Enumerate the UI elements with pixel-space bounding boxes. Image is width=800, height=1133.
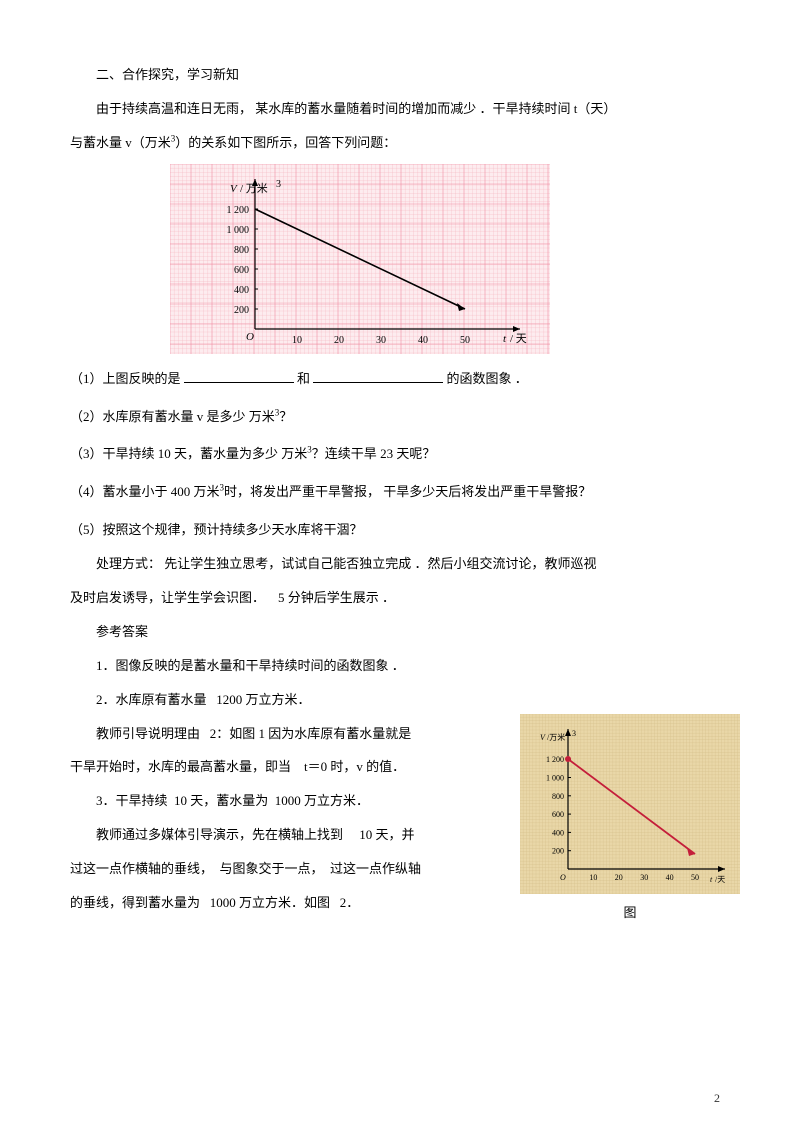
q3: （3）干旱持续 10 天，蓄水量为多少 万米3？连续干旱 23 天呢？ [70, 439, 730, 469]
q5: （5）按照这个规律，预计持续多少天水库将干涸？ [70, 515, 730, 545]
a3-explain3: 的垂线，得到蓄水量为 1000 万立方米．如图 2． [70, 888, 510, 918]
q2-c: ？ [279, 409, 292, 424]
q1-blank1[interactable] [184, 370, 294, 383]
q4-a: （4）蓄水量小于 [70, 484, 168, 499]
svg-text:400: 400 [234, 285, 249, 296]
a3-c: 1000 万立方米． [275, 793, 369, 808]
svg-text:3: 3 [276, 179, 281, 190]
q4: （4）蓄水量小于 400 万米3时，将发出严重干旱警报， 干旱多少天后将发出严重… [70, 477, 730, 507]
svg-text:800: 800 [552, 792, 564, 801]
intro-t: t（天） [574, 101, 617, 116]
q1: （1）上图反映的是 和 的函数图象 ． [70, 364, 730, 394]
svg-text:20: 20 [615, 873, 623, 882]
method-b: 及时启发诱导，让学生学会识图． [70, 590, 265, 605]
q2-b: v 是多少 万米 [197, 409, 275, 424]
svg-text:/ 天: / 天 [510, 333, 527, 345]
a2e-a: 教师引导说明理由 [96, 726, 200, 741]
svg-text:O: O [246, 331, 254, 343]
section-title: 二、合作探究，学习新知 [70, 60, 730, 90]
svg-text:10: 10 [292, 335, 302, 346]
q4-d: 干旱多少天后将发出严重干旱警报？ [383, 484, 591, 499]
a3e-h: 2． [340, 895, 360, 910]
svg-text:50: 50 [691, 873, 699, 882]
svg-text:1 000: 1 000 [546, 774, 564, 783]
svg-text:/天: /天 [715, 875, 725, 884]
a3e-e: 过这一点作纵轴 [330, 861, 421, 876]
svg-text:O: O [560, 873, 566, 882]
intro-v: v（万米 [125, 135, 171, 150]
q1-mid: 和 [297, 371, 310, 386]
a2-explain1: 教师引导说明理由 2：如图 1 因为水库原有蓄水量就是 [70, 719, 510, 749]
method: 处理方式： 先让学生独立思考，试试自己能否独立完成 ．然后小组交流讨论，教师巡视 [70, 549, 730, 579]
intro-para: 由于持续高温和连日无雨， 某水库的蓄水量随着时间的增加而减少 ．干旱持续时间 t… [70, 94, 730, 124]
svg-text:30: 30 [376, 335, 386, 346]
svg-text:10: 10 [589, 873, 597, 882]
a3e-c: 过这一点作横轴的垂线， [70, 861, 213, 876]
q1-blank2[interactable] [313, 370, 443, 383]
svg-text:200: 200 [552, 847, 564, 856]
q3-c: 万米 [281, 446, 307, 461]
chart-reservoir-side: 2004006008001 0001 200 1020304050 O V /万… [520, 714, 740, 909]
a2-explain2: 干旱开始时，水库的最高蓄水量，即当 t＝0 时，v 的值． [70, 752, 510, 782]
svg-text:/万米: /万米 [547, 732, 565, 742]
svg-text:40: 40 [666, 873, 674, 882]
svg-text:1 200: 1 200 [227, 205, 250, 216]
method2: 及时启发诱导，让学生学会识图． 5 分钟后学生展示 ． [70, 583, 730, 613]
svg-text:600: 600 [552, 810, 564, 819]
method-a: 处理方式： 先让学生独立思考，试试自己能否独立完成 ．然后小组交流讨论，教师巡视 [96, 556, 597, 571]
a2e-b: 2：如图 1 因为水库原有蓄水量就是 [210, 726, 412, 741]
a3-explain2: 过这一点作横轴的垂线， 与图象交于一点， 过这一点作纵轴 [70, 854, 510, 884]
a3e-d: 与图象交于一点， [220, 861, 324, 876]
intro-1c: ．干旱持续时间 [480, 101, 571, 116]
q3-a: （3）干旱持续 [70, 446, 155, 461]
svg-text:600: 600 [234, 265, 249, 276]
answers-title: 参考答案 [70, 617, 730, 647]
intro-2b: ）的关系如下图所示，回答下列问题： [175, 135, 396, 150]
q2-a: （2）水库原有蓄水量 [70, 409, 194, 424]
intro-para2: 与蓄水量 v（万米3）的关系如下图所示，回答下列问题： [70, 128, 730, 158]
svg-text:800: 800 [234, 245, 249, 256]
svg-text:40: 40 [418, 335, 428, 346]
a3e-g: 1000 万立方米．如图 [210, 895, 330, 910]
a3-b: 10 天，蓄水量为 [174, 793, 268, 808]
svg-text:3: 3 [572, 729, 576, 738]
a3-a: 3．干旱持续 [96, 793, 168, 808]
a2-b: 1200 万立方米． [216, 692, 310, 707]
q3-b: 10 天，蓄水量为多少 [158, 446, 278, 461]
a1: 1．图像反映的是蓄水量和干旱持续时间的函数图象 ． [70, 651, 730, 681]
svg-text:20: 20 [334, 335, 344, 346]
q2: （2）水库原有蓄水量 v 是多少 万米3？ [70, 402, 730, 432]
a2e-d: t＝0 时，v 的值． [304, 759, 405, 774]
chart2-caption: 图 [520, 898, 740, 928]
svg-text:1 200: 1 200 [546, 755, 564, 764]
q4-c: 时，将发出严重干旱警报， [224, 484, 380, 499]
chart-reservoir-main: 2004006008001 0001 200 1020304050 O V / … [170, 164, 550, 354]
a3e-b: 10 天，并 [359, 827, 414, 842]
svg-text:50: 50 [460, 335, 470, 346]
q3-e: 23 天呢？ [380, 446, 435, 461]
a2e-c: 干旱开始时，水库的最高蓄水量，即当 [70, 759, 291, 774]
svg-text:/ 万米: / 万米 [240, 182, 268, 195]
method-c: 5 分钟后学生展示 ． [278, 590, 395, 605]
a2-a: 2．水库原有蓄水量 [96, 692, 207, 707]
intro-1b: 某水库的蓄水量随着时间的增加而减少 [255, 101, 476, 116]
a3e-f: 的垂线，得到蓄水量为 [70, 895, 200, 910]
a3: 3．干旱持续 10 天，蓄水量为 1000 万立方米． [70, 786, 510, 816]
svg-text:1 000: 1 000 [227, 225, 250, 236]
svg-text:30: 30 [640, 873, 648, 882]
a3e-a: 教师通过多媒体引导演示，先在横轴上找到 [96, 827, 343, 842]
q1-b: 的函数图象 ． [447, 371, 528, 386]
intro-1a: 由于持续高温和连日无雨， [96, 101, 252, 116]
q1-a: （1）上图反映的是 [70, 371, 181, 386]
a2: 2．水库原有蓄水量 1200 万立方米． [70, 685, 510, 715]
svg-text:200: 200 [234, 305, 249, 316]
intro-2a: 与蓄水量 [70, 135, 122, 150]
q3-d: ？连续干旱 [312, 446, 377, 461]
svg-text:400: 400 [552, 828, 564, 837]
a3-explain1: 教师通过多媒体引导演示，先在横轴上找到 10 天，并 [70, 820, 510, 850]
page-number: 2 [714, 1085, 720, 1113]
q4-b: 400 万米 [171, 484, 220, 499]
